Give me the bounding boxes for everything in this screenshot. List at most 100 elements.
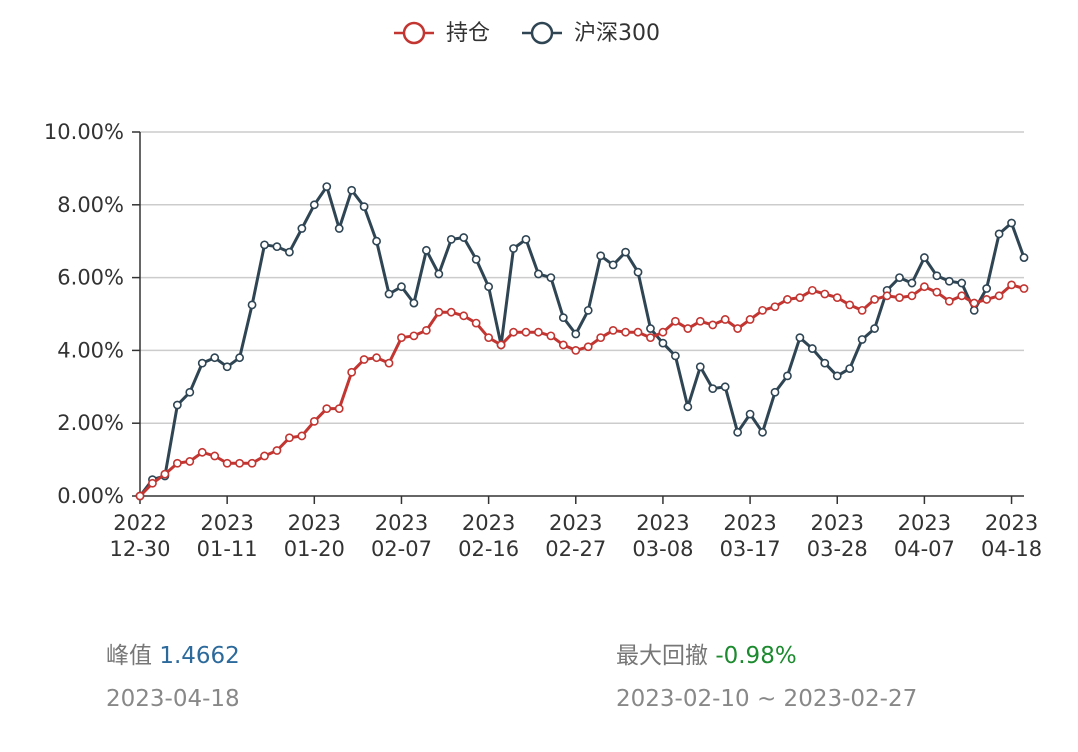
data-point[interactable] bbox=[222, 458, 232, 468]
data-point[interactable] bbox=[409, 331, 419, 341]
data-point[interactable] bbox=[322, 182, 332, 191]
data-point[interactable] bbox=[608, 325, 618, 335]
data-point[interactable] bbox=[509, 327, 518, 337]
data-point[interactable] bbox=[521, 327, 531, 337]
data-point[interactable] bbox=[670, 351, 680, 361]
data-point[interactable] bbox=[907, 278, 917, 288]
data-point[interactable] bbox=[297, 224, 307, 233]
data-point[interactable] bbox=[558, 340, 568, 350]
data-point[interactable] bbox=[210, 353, 220, 363]
data-point[interactable] bbox=[446, 307, 456, 317]
legend-item-csi300[interactable]: 沪深300 bbox=[522, 21, 660, 46]
data-point[interactable] bbox=[471, 318, 481, 328]
data-point[interactable] bbox=[857, 335, 867, 344]
data-point[interactable] bbox=[1007, 218, 1016, 228]
data-point[interactable] bbox=[969, 298, 979, 308]
data-point[interactable] bbox=[633, 267, 643, 277]
data-point[interactable] bbox=[260, 240, 269, 250]
data-point[interactable] bbox=[546, 331, 556, 341]
data-point[interactable] bbox=[359, 202, 369, 212]
data-point[interactable] bbox=[708, 384, 718, 394]
data-point[interactable] bbox=[247, 458, 257, 468]
data-point[interactable] bbox=[235, 353, 245, 363]
data-point[interactable] bbox=[870, 324, 879, 333]
data-point[interactable] bbox=[135, 491, 145, 501]
data-point[interactable] bbox=[758, 305, 767, 315]
data-point[interactable] bbox=[272, 242, 282, 252]
data-point[interactable] bbox=[384, 289, 394, 299]
data-point[interactable] bbox=[857, 305, 867, 315]
data-point[interactable] bbox=[285, 247, 294, 257]
data-point[interactable] bbox=[944, 276, 954, 286]
data-point[interactable] bbox=[583, 342, 593, 352]
data-point[interactable] bbox=[646, 324, 655, 333]
data-point[interactable] bbox=[795, 293, 805, 303]
data-point[interactable] bbox=[347, 185, 357, 195]
data-point[interactable] bbox=[309, 416, 319, 426]
data-point[interactable] bbox=[596, 333, 606, 343]
data-point[interactable] bbox=[185, 387, 195, 397]
data-point[interactable] bbox=[695, 316, 705, 326]
data-point[interactable] bbox=[919, 253, 929, 262]
data-point[interactable] bbox=[994, 291, 1004, 301]
data-point[interactable] bbox=[683, 324, 693, 333]
data-point[interactable] bbox=[359, 355, 369, 364]
data-point[interactable] bbox=[895, 273, 904, 282]
data-point[interactable] bbox=[397, 333, 406, 343]
data-point[interactable] bbox=[397, 282, 406, 292]
data-point[interactable] bbox=[932, 271, 942, 281]
data-point[interactable] bbox=[820, 289, 830, 299]
data-point[interactable] bbox=[459, 311, 469, 321]
data-point[interactable] bbox=[197, 447, 207, 457]
data-point[interactable] bbox=[484, 333, 494, 343]
data-point[interactable] bbox=[982, 295, 992, 304]
data-point[interactable] bbox=[571, 329, 581, 339]
data-point[interactable] bbox=[845, 300, 855, 310]
data-point[interactable] bbox=[210, 451, 220, 461]
data-point[interactable] bbox=[309, 200, 319, 210]
data-point[interactable] bbox=[770, 387, 780, 397]
data-point[interactable] bbox=[770, 302, 780, 312]
data-point[interactable] bbox=[172, 400, 182, 410]
data-point[interactable] bbox=[185, 457, 195, 466]
data-point[interactable] bbox=[670, 316, 680, 326]
data-point[interactable] bbox=[745, 409, 755, 419]
data-point[interactable] bbox=[807, 285, 817, 295]
data-point[interactable] bbox=[272, 446, 282, 455]
data-point[interactable] bbox=[571, 345, 581, 355]
data-point[interactable] bbox=[1007, 280, 1016, 290]
data-point[interactable] bbox=[421, 325, 431, 335]
data-point[interactable] bbox=[197, 358, 207, 368]
data-point[interactable] bbox=[944, 296, 954, 306]
data-point[interactable] bbox=[434, 269, 444, 279]
data-point[interactable] bbox=[172, 458, 182, 468]
data-point[interactable] bbox=[832, 371, 842, 381]
data-point[interactable] bbox=[334, 404, 344, 414]
data-point[interactable] bbox=[546, 273, 556, 282]
data-point[interactable] bbox=[509, 244, 518, 253]
data-point[interactable] bbox=[994, 229, 1004, 239]
data-point[interactable] bbox=[820, 358, 830, 368]
data-point[interactable] bbox=[733, 427, 743, 437]
data-point[interactable] bbox=[733, 324, 743, 333]
data-point[interactable] bbox=[720, 315, 730, 324]
data-point[interactable] bbox=[621, 247, 630, 257]
legend-item-holding[interactable]: 持仓 bbox=[394, 21, 490, 46]
data-point[interactable] bbox=[534, 327, 543, 337]
data-point[interactable] bbox=[870, 295, 879, 304]
data-point[interactable] bbox=[446, 234, 456, 244]
data-point[interactable] bbox=[297, 431, 307, 441]
data-point[interactable] bbox=[695, 362, 705, 372]
chart-legend[interactable]: 持仓 沪深300 bbox=[394, 21, 660, 46]
data-point[interactable] bbox=[459, 233, 469, 242]
data-point[interactable] bbox=[160, 469, 170, 479]
data-point[interactable] bbox=[434, 307, 444, 317]
data-point[interactable] bbox=[1019, 253, 1029, 262]
data-point[interactable] bbox=[334, 224, 344, 233]
data-point[interactable] bbox=[795, 333, 805, 343]
data-point[interactable] bbox=[845, 364, 855, 373]
data-point[interactable] bbox=[471, 254, 481, 264]
data-point[interactable] bbox=[783, 295, 792, 304]
data-point[interactable] bbox=[658, 338, 668, 348]
data-point[interactable] bbox=[496, 340, 506, 350]
